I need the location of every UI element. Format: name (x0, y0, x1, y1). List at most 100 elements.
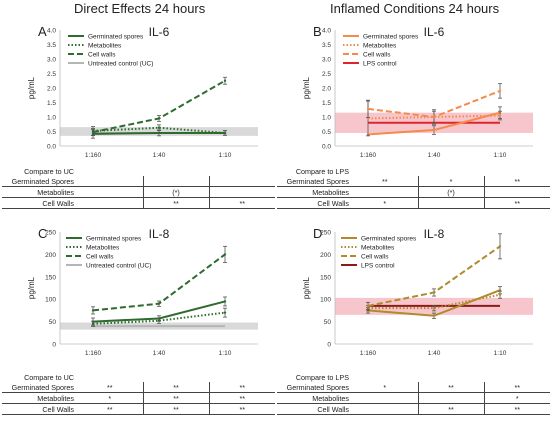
y-tick-label: 200 (45, 252, 56, 259)
table-cell (77, 197, 143, 209)
data-point (223, 300, 227, 303)
data-point (91, 322, 95, 326)
table-row-label: Germinated Spores (277, 176, 352, 187)
y-tick-label: 2.5 (47, 71, 56, 78)
data-point (366, 107, 370, 111)
chart-title: IL-8 (424, 227, 445, 241)
table-cell: * (417, 176, 484, 187)
table-cell: ** (142, 382, 209, 393)
table-cell (77, 176, 143, 187)
y-tick-label: 2.0 (322, 86, 331, 93)
data-point (223, 79, 227, 82)
table-header: Compare to UC (24, 372, 74, 382)
table-cell: ** (142, 403, 209, 415)
y-tick-label: 1.0 (47, 115, 56, 122)
legend-label: Cell walls (363, 52, 391, 59)
data-point (432, 314, 436, 317)
y-tick-label: 200 (320, 252, 331, 259)
data-point (432, 306, 436, 310)
y-tick-label: 0.5 (47, 129, 56, 136)
data-point (223, 131, 227, 135)
legend-label: Cell walls (88, 52, 116, 59)
x-tick-label: 1:10 (494, 350, 507, 357)
series-line (92, 126, 226, 134)
series-line (368, 293, 501, 310)
table-row-label: Metabolites (2, 392, 77, 404)
data-point (223, 311, 227, 314)
legend-label: Germinated spores (361, 236, 417, 243)
y-tick-label: 4.0 (47, 28, 56, 35)
series-line (92, 311, 226, 325)
table-cell: ** (483, 382, 550, 393)
chart-panel-c: C IL-8 pg/mL 0 50 100 150 200 250 1:160 1:40 1:10 Ge… (27, 226, 258, 357)
table-cell (417, 392, 484, 404)
y-axis-label: pg/mL (27, 76, 36, 99)
y-tick-label: 250 (45, 230, 56, 237)
legend-label: LPS control (363, 61, 397, 68)
chart-title: IL-8 (149, 227, 170, 241)
chart-panel-a: A IL-6 pg/mL 0.0 0.5 1.0 1.5 2.0 2.5 3.0 3.5 4.0 1:1… (27, 24, 258, 159)
table-cell: ** (142, 392, 209, 404)
y-tick-label: 2.5 (322, 71, 331, 78)
table-cell: * (77, 392, 143, 404)
x-tick-label: 1:40 (153, 350, 166, 357)
panel-letter: D (313, 226, 322, 241)
table-cell: ** (417, 382, 484, 393)
y-tick-label: 0.0 (322, 144, 331, 151)
legend-label: Germinated spores (88, 34, 144, 41)
x-tick-label: 1:160 (360, 152, 377, 159)
y-tick-label: 50 (324, 319, 332, 326)
y-tick-label: 250 (320, 230, 331, 237)
table-cell: (*) (142, 186, 209, 198)
x-tick-label: 1:10 (494, 152, 507, 159)
data-point (157, 126, 161, 129)
chart-title: IL-6 (149, 25, 170, 39)
data-point (498, 245, 502, 248)
y-tick-label: 0.0 (47, 144, 56, 151)
table-cell (417, 197, 484, 209)
x-tick-label: 1:40 (153, 152, 166, 159)
y-tick-label: 150 (45, 274, 56, 281)
chart-title: IL-6 (424, 25, 445, 39)
table-cell: * (483, 392, 550, 404)
x-tick-label: 1:160 (85, 152, 102, 159)
table-row-label: Cell Walls (2, 403, 77, 415)
heading-inflamed-conditions: Inflamed Conditions 24 hours (330, 1, 500, 16)
table-cell: ** (208, 392, 275, 404)
data-point (91, 130, 95, 134)
data-point (498, 89, 502, 93)
panel-letter: A (38, 24, 47, 39)
table-row-label: Metabolites (2, 186, 77, 198)
legend-label: Metabolites (363, 43, 397, 50)
data-point (157, 302, 161, 305)
data-point (432, 128, 436, 132)
table-cell: ** (208, 197, 275, 209)
data-point (157, 131, 161, 135)
table-row-label: Cell Walls (2, 197, 77, 209)
table-cell: ** (208, 403, 275, 415)
legend-label: Metabolites (361, 245, 395, 252)
significance-table-c: Compare to UC Germinated Spores ** ** ** Me… (2, 372, 275, 415)
x-tick-label: 1:40 (428, 152, 441, 159)
chart-panel-b: B IL-6 pg/mL 0.0 0.5 1.0 1.5 2.0 2.5 3.0 3.5 4.0 1:1… (302, 24, 533, 159)
chart-panel-d: D IL-8 pg/mL 0 50 100 150 200 250 1:160 1:40 1:10 Ge… (302, 226, 533, 357)
legend-label: Germinated spores (86, 236, 142, 243)
table-cell (208, 176, 275, 187)
panel-letter: B (313, 24, 322, 39)
table-row-label: Germinated Spores (2, 382, 77, 393)
table-header: Compare to LPS (295, 166, 349, 176)
legend-label: Untreated control (UC) (86, 263, 151, 270)
y-tick-label: 3.5 (322, 42, 331, 49)
series-line (92, 79, 226, 134)
data-point (91, 309, 95, 312)
legend-label: LPS control (361, 263, 395, 270)
heading-direct-effects: Direct Effects 24 hours (74, 1, 206, 16)
data-point (432, 291, 436, 294)
table-cell: (*) (417, 186, 484, 198)
table-header: Compare to UC (24, 166, 74, 176)
y-tick-label: 3.5 (47, 42, 56, 49)
y-tick-label: 1.5 (322, 100, 331, 107)
y-axis-label: pg/mL (27, 276, 36, 299)
table-row-label: Metabolites (277, 392, 352, 404)
y-axis-label: pg/mL (302, 76, 311, 99)
